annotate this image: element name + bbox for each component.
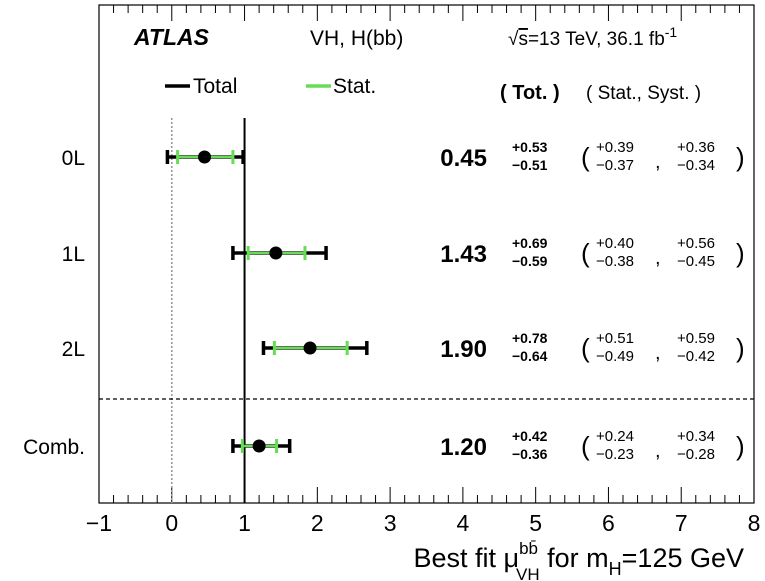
category-label: 0L (62, 147, 85, 170)
header-total: ( Tot. ) (500, 82, 560, 104)
x-tick-label: 7 (675, 510, 688, 536)
syst-error-down-label: −0.45 (677, 253, 715, 270)
paren-close: ) (736, 142, 745, 172)
paren-close: ) (736, 333, 745, 363)
comma-separator: , (655, 151, 661, 173)
paren-open: ( (581, 238, 590, 268)
header-stat-syst: ( Stat., Syst. ) (586, 83, 701, 104)
category-label: Comb. (23, 436, 85, 459)
total-error-down-label: −0.51 (512, 157, 548, 173)
x-tick-label: 1 (238, 510, 251, 536)
stat-error-down-label: −0.49 (596, 348, 634, 365)
central-value-marker (303, 341, 317, 355)
x-axis-label-rest: for m (540, 543, 609, 573)
x-tick-label: 0 (165, 510, 178, 536)
x-axis-label-rest-sub: H (609, 559, 622, 579)
experiment-label: ATLAS (133, 24, 210, 50)
energy-sqrt-symbol: √ (508, 29, 519, 50)
syst-error-up-label: +0.56 (677, 235, 715, 252)
stat-error-down-label: −0.38 (596, 253, 634, 270)
stat-error-up-label: +0.51 (596, 330, 634, 347)
energy-label: √s=13 TeV, 36.1 fb-1 (508, 24, 677, 50)
total-error-up-label: +0.42 (512, 428, 548, 444)
x-tick-label: 6 (602, 510, 615, 536)
energy-text: =13 TeV, 36.1 fb (528, 29, 665, 50)
x-axis-label-sup: bb̄ (519, 539, 538, 558)
plot-frame (98, 4, 755, 504)
plot-layer: −1 0 1 2 3 4 5 6 7 8 0L 0.45 +0.53 −0.51 ( +0.39−0.37 , +… (23, 4, 761, 536)
syst-error-down-label: −0.42 (677, 348, 715, 365)
paren-open: ( (581, 142, 590, 172)
comma-separator: , (655, 440, 661, 462)
category-label: 1L (62, 243, 85, 266)
stat-error-up-label: +0.24 (596, 428, 634, 445)
x-axis-label-main: Best fit μ (414, 543, 520, 573)
energy-sup: -1 (665, 24, 678, 40)
paren-close: ) (736, 431, 745, 461)
central-value-label: 1.43 (440, 241, 487, 268)
paren-open: ( (581, 431, 590, 461)
legend-stat-label: Stat. (333, 75, 376, 98)
stat-error-up-label: +0.39 (596, 139, 634, 156)
stat-error-down-label: −0.37 (596, 157, 634, 174)
central-value-marker (198, 150, 212, 164)
x-tick-label: 4 (456, 510, 469, 536)
central-value-label: 1.20 (440, 434, 487, 461)
central-value-marker (252, 439, 266, 453)
central-value-label: 1.90 (440, 336, 487, 363)
paren-open: ( (581, 333, 590, 363)
syst-error-down-label: −0.34 (677, 157, 715, 174)
energy-sqrt-arg: s (518, 29, 528, 50)
x-tick-label: 2 (311, 510, 324, 536)
total-error-down-label: −0.59 (512, 253, 548, 269)
x-tick-label: 5 (529, 510, 542, 536)
x-axis-label-tail: =125 GeV (622, 543, 744, 573)
x-tick-label: 8 (748, 510, 761, 536)
comma-separator: , (655, 247, 661, 269)
x-tick-label: 3 (384, 510, 397, 536)
paren-close: ) (736, 238, 745, 268)
legend-total-label: Total (193, 75, 237, 98)
syst-error-up-label: +0.59 (677, 330, 715, 347)
x-axis-label: Best fit μbb̄ VH for mH=125 GeV (414, 539, 745, 581)
total-error-up-label: +0.78 (512, 330, 548, 346)
total-error-up-label: +0.53 (512, 139, 548, 155)
total-error-down-label: −0.36 (512, 446, 548, 462)
total-error-up-label: +0.69 (512, 235, 548, 251)
x-tick-label: −1 (86, 510, 112, 536)
central-value-label: 0.45 (440, 145, 487, 172)
stat-error-up-label: +0.40 (596, 235, 634, 252)
total-error-down-label: −0.64 (512, 348, 548, 364)
comma-separator: , (655, 342, 661, 364)
stat-error-down-label: −0.23 (596, 446, 634, 463)
syst-error-up-label: +0.34 (677, 428, 715, 445)
category-label: 2L (62, 338, 85, 361)
syst-error-down-label: −0.28 (677, 446, 715, 463)
process-label: VH, H(bb) (310, 27, 403, 50)
central-value-marker (269, 246, 283, 260)
x-axis-label-sub: VH (516, 565, 540, 581)
syst-error-up-label: +0.36 (677, 139, 715, 156)
